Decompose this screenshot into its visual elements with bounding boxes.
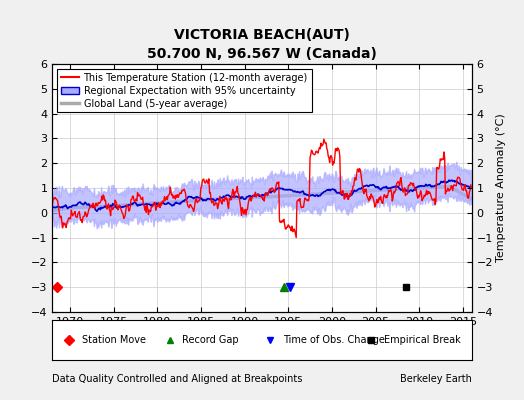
- Title: VICTORIA BEACH(AUT)
50.700 N, 96.567 W (Canada): VICTORIA BEACH(AUT) 50.700 N, 96.567 W (…: [147, 28, 377, 62]
- Text: Time of Obs. Change: Time of Obs. Change: [283, 335, 385, 345]
- Y-axis label: Temperature Anomaly (°C): Temperature Anomaly (°C): [496, 114, 506, 262]
- Text: Record Gap: Record Gap: [182, 335, 239, 345]
- Text: Station Move: Station Move: [82, 335, 146, 345]
- Text: Empirical Break: Empirical Break: [384, 335, 460, 345]
- Text: Data Quality Controlled and Aligned at Breakpoints: Data Quality Controlled and Aligned at B…: [52, 374, 303, 384]
- Legend: This Temperature Station (12-month average), Regional Expectation with 95% uncer: This Temperature Station (12-month avera…: [57, 69, 312, 112]
- Text: Berkeley Earth: Berkeley Earth: [400, 374, 472, 384]
